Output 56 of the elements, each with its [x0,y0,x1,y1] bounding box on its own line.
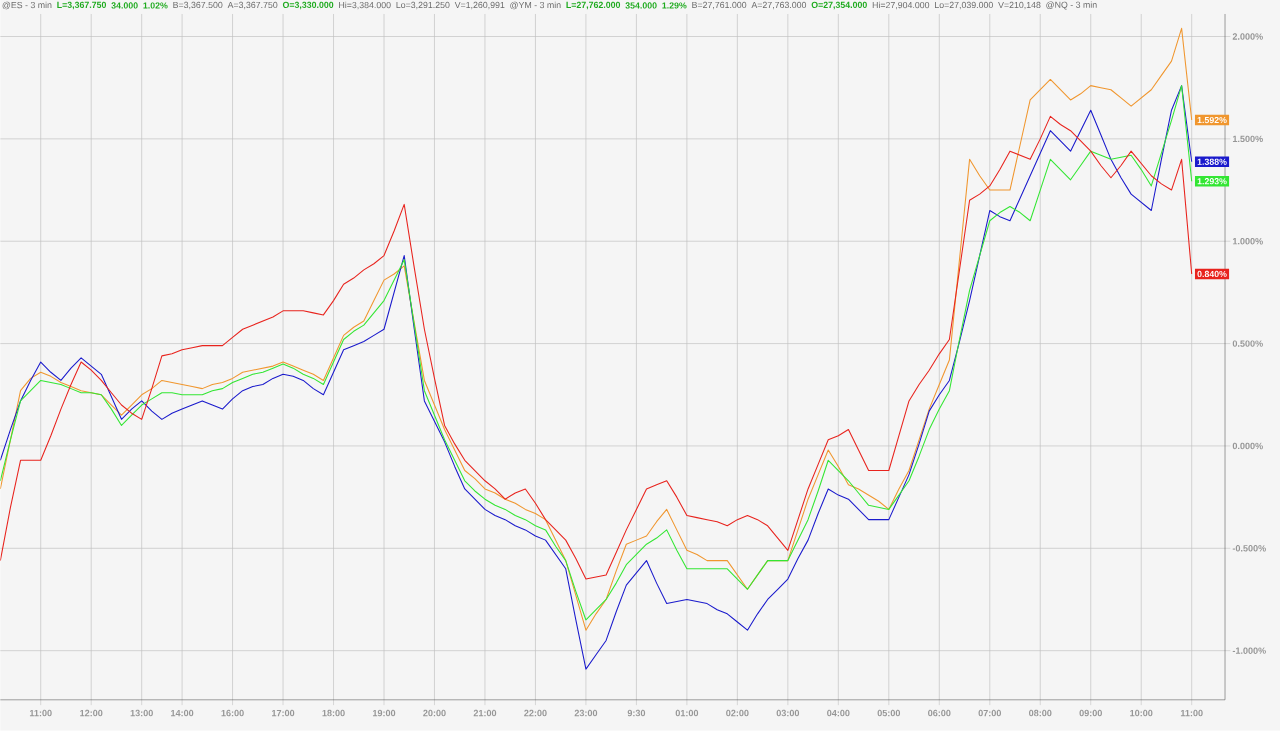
y-tick-label: 1.000% [1232,238,1263,245]
text: O=3,330.000 [282,1,334,10]
y-tick-label: -1.000% [1232,647,1266,654]
x-tick-label: 10:00 [1130,709,1153,717]
x-tick-label: 21:00 [473,709,497,717]
y-tick-label: 0.500% [1232,340,1263,347]
x-tick-label: 22:00 [524,709,547,717]
x-tick-label: 04:00 [827,709,850,717]
x-tick-label: 06:00 [928,709,951,717]
text: L=3,367.750 [57,1,107,10]
text: @YM - 3 min [510,1,561,10]
text: 1.29% [662,2,687,9]
text: V=210,148 [998,1,1041,10]
text: Lo=27,039.000 [935,1,993,10]
text: 34.000 [111,2,138,9]
x-tick-label: 19:00 [372,709,396,717]
text: V=1,260,991 [454,1,505,10]
x-tick-label: 17:00 [272,709,295,717]
text: L=27,762.000 [566,1,621,10]
x-tick-label: 08:00 [1029,709,1052,717]
x-tick-label: 12:00 [80,709,103,717]
text: 1.02% [143,2,168,9]
y-tick-label: 2.000% [1232,33,1263,40]
text: A=27,763.000 [751,1,807,10]
text: @ES - 3 min [2,1,52,10]
text: Hi=3,384.000 [339,1,391,10]
x-tick-label: 05:00 [877,709,901,717]
data-label: 1.388% [1197,158,1227,166]
x-tick-label: 16:00 [221,709,244,717]
x-tick-label: 02:00 [726,709,749,717]
text: @NQ - 3 min [1046,1,1097,10]
text: A=3,367.750 [227,1,278,10]
data-label: 1.293% [1197,178,1227,185]
y-tick-label: -0.500% [1232,545,1266,552]
x-tick-label: 20:00 [423,709,446,717]
x-tick-label: 9:30 [627,709,646,717]
x-tick-label: 11:00 [29,709,52,717]
x-tick-label: 23:00 [574,709,598,717]
text: Lo=3,291.250 [396,1,450,10]
x-tick-label: 01:00 [675,709,699,717]
x-tick-label: 18:00 [322,709,345,717]
text: 354.000 [625,2,657,9]
y-tick-label: 1.500% [1232,135,1263,143]
x-tick-label: 13:00 [130,709,153,717]
x-tick-label: 07:00 [978,709,1002,717]
y-tick-label: 0.000% [1232,442,1263,450]
x-tick-label: 09:00 [1079,709,1102,717]
text: B=3,367.500 [173,1,223,10]
x-tick-label: 11:00 [1180,709,1203,717]
text: Hi=27,904.000 [872,1,930,10]
x-tick-label: 14:00 [171,709,194,717]
data-label: 1.592% [1197,117,1227,124]
data-label: 0.840% [1197,270,1227,278]
text: B=27,761.000 [692,1,747,10]
x-tick-label: 03:00 [776,709,800,717]
text: O=27,354.000 [811,1,867,10]
